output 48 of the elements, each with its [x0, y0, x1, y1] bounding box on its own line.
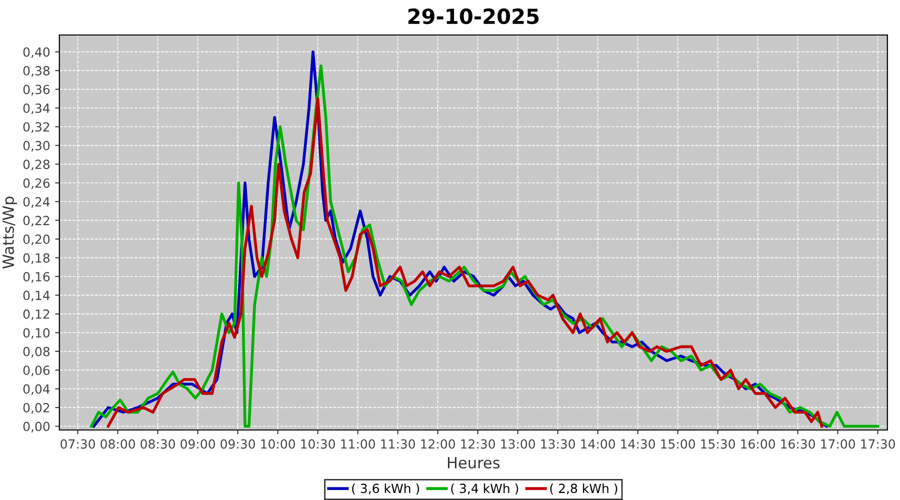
x-tick-label: 13:30	[541, 439, 575, 449]
chart-title: 29-10-2025	[408, 8, 539, 24]
y-tick-label: 0,30	[23, 140, 50, 152]
y-tick-label: 0,32	[23, 122, 50, 133]
y-tick-label: 0,04	[23, 384, 50, 396]
y-tick-label: 0,10	[23, 328, 50, 339]
y-tick-label: 0,06	[23, 366, 50, 376]
y-tick-label: 0,00	[23, 422, 50, 432]
y-axis-title: Watts/Wp	[2, 196, 17, 269]
x-axis-title: Heures	[448, 457, 500, 469]
x-tick-label: 07:30	[60, 439, 95, 449]
y-tick-label: 0,22	[23, 216, 50, 227]
y-tick-label: 0,08	[23, 346, 50, 358]
x-tick-label: 09:30	[220, 439, 255, 449]
legend-label: ( 3,4 kWh )	[451, 483, 518, 495]
y-tick-label: 0,36	[23, 84, 50, 96]
y-tick-label: 0,12	[23, 309, 50, 320]
y-tick-label: 0,16	[23, 272, 50, 283]
y-tick-label: 0,02	[23, 403, 50, 414]
x-tick-label: 17:30	[861, 439, 895, 449]
y-tick-label: 0,38	[23, 66, 50, 77]
legend-label: ( 2,8 kWh )	[550, 483, 618, 495]
y-tick-label: 0,40	[23, 47, 50, 58]
x-tick-label: 10:00	[261, 439, 295, 449]
y-tick-label: 0,24	[23, 197, 50, 208]
x-tick-label: 08:30	[140, 439, 175, 449]
x-tick-label: 17:00	[821, 439, 855, 449]
x-tick-label: 09:00	[180, 439, 215, 449]
y-tick-label: 0,34	[23, 103, 50, 114]
y-tick-label: 0,18	[23, 253, 50, 264]
x-tick-label: 10:30	[301, 439, 335, 449]
y-tick-label: 0,20	[23, 234, 50, 246]
x-tick-label: 14:00	[581, 439, 615, 449]
y-tick-label: 0,26	[23, 178, 50, 190]
x-tick-label: 15:00	[661, 439, 695, 449]
x-tick-label: 16:00	[741, 439, 775, 449]
x-tick-label: 14:30	[621, 439, 655, 449]
x-tick-label: 11:00	[341, 439, 375, 449]
x-tick-label: 11:30	[381, 439, 415, 449]
y-tick-label: 0,28	[23, 160, 50, 170]
x-tick-label: 15:30	[701, 439, 735, 449]
x-tick-label: 12:30	[461, 439, 495, 449]
x-tick-label: 08:00	[100, 439, 135, 449]
legend-label: ( 3,6 kWh )	[352, 483, 420, 495]
x-tick-label: 12:00	[421, 439, 455, 449]
x-tick-label: 16:30	[781, 439, 815, 449]
y-tick-label: 0,14	[23, 290, 50, 302]
x-tick-label: 13:00	[501, 439, 535, 449]
